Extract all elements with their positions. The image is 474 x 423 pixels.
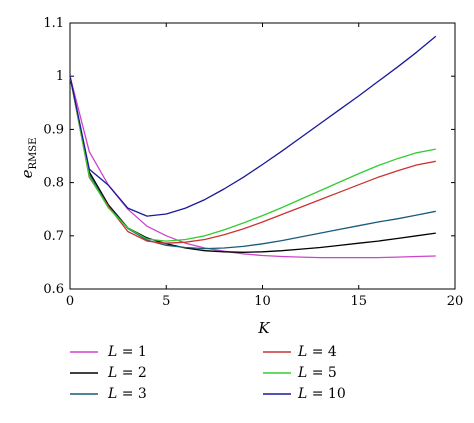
legend-item-L1: L = 1	[70, 344, 147, 360]
legend-item-L10: L = 10	[263, 386, 346, 402]
series-line-L10	[69, 35, 437, 217]
y-tick-label: 0.6	[43, 282, 64, 297]
svg-text:eRMSE: eRMSE	[18, 138, 39, 179]
legend-item-L3: L = 3	[70, 386, 147, 402]
x-tick-label: 15	[350, 294, 367, 309]
y-tick-label: 0.9	[43, 122, 64, 137]
legend-item-L5: L = 5	[263, 365, 337, 381]
legend-item-L2: L = 2	[70, 365, 147, 381]
plot-area	[69, 22, 456, 290]
series-line-L4	[69, 76, 436, 244]
y-axis-label: eRMSE	[18, 138, 39, 179]
y-axis-label-sub: RMSE	[28, 138, 39, 170]
y-tick-label: 0.7	[43, 229, 64, 244]
series-line-L5	[69, 76, 436, 242]
legend-label: L = 3	[107, 386, 147, 402]
x-axis-label: K	[257, 319, 270, 337]
x-tick-label: 5	[162, 294, 170, 309]
axis-ticks: 0 5 10 15 20 0.6 0.7 0.8 0.9 1 1.1	[43, 16, 463, 309]
legend-label: L = 2	[107, 365, 147, 381]
series-line-L3	[69, 76, 436, 250]
x-tick-label: 10	[254, 294, 271, 309]
y-axis-label-main: e	[18, 169, 36, 178]
y-tick-label: 1	[56, 69, 64, 84]
legend-label: L = 10	[297, 386, 346, 402]
y-tick-label: 1.1	[43, 16, 64, 31]
legend-label: L = 5	[297, 365, 337, 381]
legend-label: L = 1	[107, 344, 147, 360]
x-tick-label: 20	[447, 294, 464, 309]
legend-item-L4: L = 4	[263, 344, 337, 360]
y-tick-label: 0.8	[43, 176, 64, 191]
series-lines	[69, 35, 437, 259]
series-line-L1	[69, 76, 436, 259]
legend-label: L = 4	[297, 344, 337, 360]
legend: L = 1 L = 2 L = 3 L = 4 L = 5 L = 10	[70, 344, 346, 402]
plot-frame	[69, 22, 456, 290]
x-tick-label: 0	[66, 294, 74, 309]
